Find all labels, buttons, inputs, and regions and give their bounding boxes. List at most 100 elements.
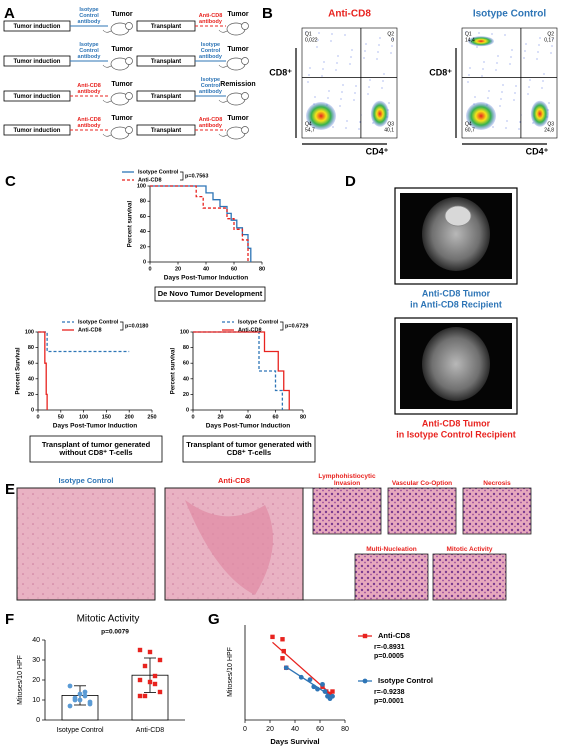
y-axis-label: Percent survival — [128, 200, 134, 247]
caption-box — [29, 435, 163, 463]
flow-dot — [336, 62, 338, 64]
flow-x-label: CD4⁺ — [366, 146, 389, 156]
y-axis-label: Mitoses/10 HPF — [17, 655, 24, 705]
data-point — [147, 679, 153, 685]
flow-dot — [500, 98, 502, 100]
flow-dot — [518, 128, 520, 130]
flow-dot — [482, 68, 484, 70]
quadrant-value: 0,022 — [305, 37, 318, 43]
survival-curve — [38, 331, 48, 410]
step-label: Tumor induction — [14, 94, 61, 100]
x-tick-label: 80 — [341, 726, 349, 733]
treatment-label: Anti-CD8 antibody — [77, 82, 101, 95]
mri-caption: Anti-CD8 Tumor — [422, 288, 491, 298]
flow-dot — [483, 61, 485, 63]
flow-x-label: CD4⁺ — [526, 146, 549, 156]
mouse-tail — [102, 133, 112, 137]
treatment-label: Anti-CD8 antibody — [198, 12, 223, 25]
histology-title: Anti-CD8 — [218, 476, 250, 485]
outcome-label: Tumor — [227, 46, 249, 53]
flow-dot — [467, 81, 469, 83]
flow-dot — [510, 56, 512, 58]
x-tick-label: 60 — [272, 414, 278, 420]
p-value: p=0.0079 — [101, 629, 129, 636]
y-tick-label: 100 — [137, 183, 146, 189]
x-tick-label: 80 — [259, 266, 265, 272]
x-tick-label: 20 — [175, 266, 181, 272]
y-tick-label: 100 — [25, 329, 34, 335]
x-tick-label: 0 — [36, 414, 39, 420]
survival-curve — [193, 331, 290, 410]
step-label: Transplant — [151, 24, 181, 30]
data-point — [72, 695, 78, 701]
flow-dot — [478, 32, 480, 34]
flow-dot — [376, 58, 378, 60]
flow-dot — [388, 102, 390, 104]
flow-dot — [552, 38, 554, 40]
flow-population — [530, 100, 549, 127]
flow-dot — [536, 58, 538, 60]
flow-population — [306, 102, 336, 130]
x-tick-label: 0 — [191, 414, 194, 420]
mouse-head — [125, 22, 133, 30]
legend-marker — [362, 633, 368, 639]
histology-title: Isotype Control — [58, 476, 113, 485]
legend-label: Isotype Control — [378, 676, 433, 685]
data-point — [270, 634, 275, 640]
feature-label: Mitotic Activity — [446, 545, 493, 553]
flow-dot — [349, 63, 351, 65]
mouse-head — [241, 57, 249, 65]
panel-label: G — [208, 611, 220, 628]
x-tick-label: 20 — [266, 726, 274, 733]
histology-image — [387, 487, 457, 535]
flow-dot — [499, 105, 501, 107]
flow-dot — [529, 79, 531, 81]
data-point — [322, 689, 328, 694]
outcome-label: Tumor — [111, 46, 133, 53]
flow-dot — [513, 99, 515, 101]
data-point — [330, 693, 335, 699]
flow-population — [466, 102, 496, 130]
data-point — [330, 689, 335, 694]
quadrant-value: 60,7 — [465, 127, 475, 133]
y-tick-label: 20 — [183, 392, 189, 398]
flow-dot — [378, 44, 380, 46]
quadrant-name: Q3 — [547, 121, 554, 127]
step-label: Transplant — [151, 128, 181, 134]
chart-caption-box: Transplant of tumor generated without CD… — [42, 440, 150, 457]
flow-dot — [318, 32, 320, 34]
data-point — [320, 681, 325, 687]
flow-dot — [537, 51, 539, 53]
step-label: Tumor induction — [14, 128, 61, 134]
histology-region — [185, 500, 273, 595]
x-axis-label: Days Survival — [270, 737, 319, 746]
flow-y-label: CD8⁺ — [269, 67, 292, 77]
p-bracket — [120, 321, 124, 331]
x-tick-label: 20 — [217, 414, 223, 420]
flow-dot — [341, 91, 343, 93]
feature-label-box: Mitotic Activity — [446, 545, 493, 553]
x-tick-label: 0 — [148, 266, 151, 272]
treatment-label-box: Isotype Control antibody — [199, 77, 222, 95]
legend-label: Isotype Control — [238, 319, 279, 325]
mouse-head — [125, 57, 133, 65]
treatment-label-box: Isotype Control antibody — [78, 42, 101, 60]
data-point — [152, 681, 158, 687]
x-tick-label: 50 — [58, 414, 64, 420]
chart-caption: De Novo Tumor Development — [157, 288, 263, 298]
flow-dot — [377, 51, 379, 53]
flow-dot — [487, 97, 489, 99]
mouse-tail — [218, 64, 228, 68]
quadrant-value: 14,4 — [465, 37, 475, 43]
flow-dot — [359, 121, 361, 123]
flow-dot — [496, 62, 498, 64]
quadrant-name: Q2 — [547, 31, 554, 37]
x-tick-label: 40 — [291, 726, 299, 733]
flow-title: Anti-CD8 — [328, 9, 371, 20]
quadrant-value: 40,1 — [384, 127, 394, 133]
flow-dot — [525, 43, 527, 45]
histology-image — [462, 487, 532, 535]
y-tick-label: 40 — [140, 229, 146, 235]
flow-dot — [331, 33, 333, 35]
outcome-label: Tumor — [227, 115, 249, 122]
